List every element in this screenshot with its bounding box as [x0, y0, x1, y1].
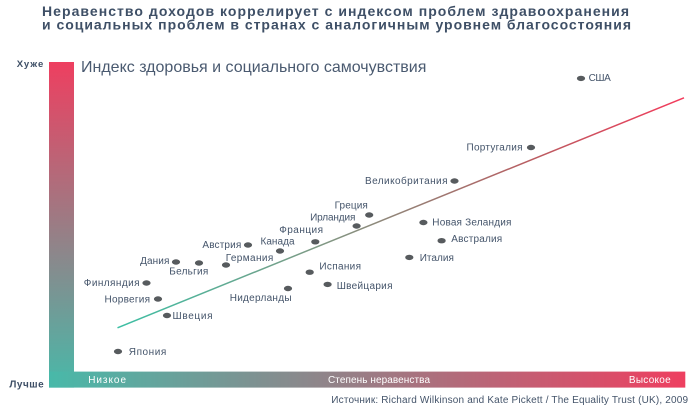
svg-text:Неравенство доходов коррелируе: Неравенство доходов коррелирует с индекс…	[42, 3, 629, 19]
svg-text:Ирландия: Ирландия	[310, 213, 355, 224]
svg-text:Хуже: Хуже	[17, 59, 44, 70]
svg-text:и социальных проблем в странах: и социальных проблем в странах с аналоги…	[42, 16, 631, 32]
svg-text:Швеция: Швеция	[173, 311, 213, 322]
svg-text:Австралия: Австралия	[451, 234, 502, 245]
svg-text:Лучше: Лучше	[9, 379, 44, 390]
svg-text:Источник: Richard Wilkinson an: Источник: Richard Wilkinson and Kate Pic…	[331, 395, 688, 406]
svg-text:Степень неравенства: Степень неравенства	[328, 375, 430, 386]
svg-text:Канада: Канада	[261, 237, 295, 248]
svg-text:Германия: Германия	[226, 253, 274, 264]
svg-text:Португалия: Португалия	[467, 142, 523, 153]
svg-text:Великобритания: Великобритания	[365, 175, 448, 187]
svg-text:Испания: Испания	[319, 262, 361, 273]
svg-text:Новая Зеландия: Новая Зеландия	[432, 217, 511, 228]
svg-text:Швейцария: Швейцария	[337, 281, 393, 292]
svg-text:Австрия: Австрия	[202, 240, 241, 251]
svg-text:Нидерланды: Нидерланды	[230, 293, 292, 304]
svg-text:Италия: Италия	[420, 253, 454, 264]
svg-text:Бельгия: Бельгия	[169, 266, 208, 277]
svg-text:Индекс здоровья и социального: Индекс здоровья и социального самочувств…	[81, 59, 426, 76]
svg-text:Франция: Франция	[279, 225, 323, 236]
svg-text:США: США	[589, 73, 612, 84]
svg-text:Высокое: Высокое	[629, 375, 671, 386]
svg-text:Финляндия: Финляндия	[84, 278, 140, 289]
svg-text:Низкое: Низкое	[88, 375, 126, 386]
svg-text:Норвегия: Норвегия	[105, 295, 151, 306]
svg-text:Греция: Греция	[335, 201, 368, 212]
svg-text:Япония: Япония	[129, 347, 167, 358]
svg-text:Дания: Дания	[140, 256, 169, 267]
